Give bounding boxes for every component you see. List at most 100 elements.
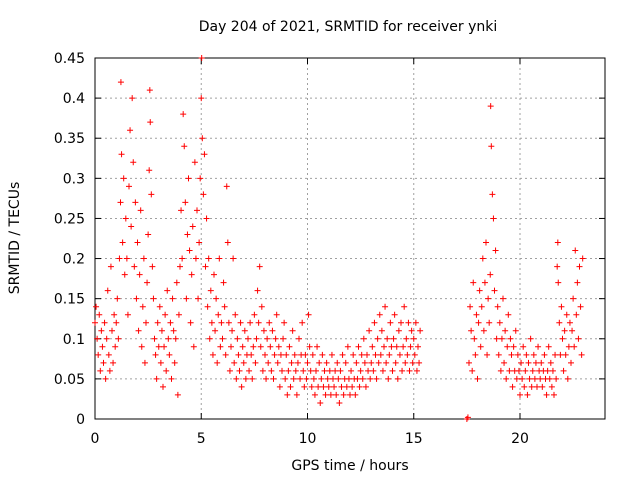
- data-point: [179, 255, 186, 262]
- data-point: [254, 287, 261, 294]
- data-point: [396, 351, 403, 358]
- data-point: [480, 327, 487, 334]
- data-point: [102, 375, 109, 382]
- data-point: [139, 303, 146, 310]
- data-point: [554, 239, 561, 246]
- data-point: [209, 351, 216, 358]
- data-point: [537, 375, 544, 382]
- data-point: [321, 367, 328, 374]
- data-point: [356, 383, 363, 390]
- data-point: [307, 367, 314, 374]
- data-point: [290, 375, 297, 382]
- data-point: [275, 343, 282, 350]
- data-point: [184, 231, 191, 238]
- data-point: [322, 391, 329, 398]
- data-point: [489, 191, 496, 198]
- data-point: [352, 391, 359, 398]
- data-point: [525, 359, 532, 366]
- data-point: [303, 375, 310, 382]
- data-point: [572, 247, 579, 254]
- data-point: [164, 287, 171, 294]
- data-point: [95, 351, 102, 358]
- data-point: [344, 343, 351, 350]
- data-point: [160, 383, 166, 390]
- data-point: [110, 359, 117, 366]
- data-point: [573, 311, 580, 318]
- data-point: [127, 127, 134, 134]
- data-point: [293, 391, 300, 398]
- data-point: [228, 343, 234, 350]
- data-point: [523, 351, 530, 358]
- data-point: [262, 351, 268, 358]
- data-point: [147, 119, 154, 126]
- data-point: [105, 351, 112, 358]
- data-point: [311, 391, 318, 398]
- data-point: [551, 391, 557, 398]
- data-point: [574, 279, 581, 286]
- data-point: [124, 311, 131, 318]
- data-point: [242, 375, 249, 382]
- data-point: [502, 327, 509, 334]
- data-point: [180, 111, 187, 118]
- data-point: [161, 343, 168, 350]
- data-point: [501, 359, 508, 366]
- y-axis-label: SRMTID / TECUs: [7, 182, 23, 295]
- data-point: [291, 351, 298, 358]
- data-point: [576, 263, 583, 270]
- data-point: [174, 391, 181, 398]
- data-point: [223, 183, 230, 190]
- data-point: [248, 351, 255, 358]
- data-point: [106, 367, 113, 374]
- data-point: [386, 351, 393, 358]
- data-point: [358, 351, 365, 358]
- data-point: [192, 255, 199, 262]
- data-point: [375, 359, 382, 366]
- data-point: [570, 295, 577, 302]
- data-point: [202, 263, 209, 270]
- data-point: [178, 207, 185, 214]
- data-point: [134, 239, 141, 246]
- data-point: [135, 327, 142, 334]
- data-point: [144, 279, 151, 286]
- data-point: [297, 375, 304, 382]
- data-point: [281, 319, 288, 326]
- data-point: [317, 399, 324, 406]
- data-point: [233, 375, 240, 382]
- y-tick-label: 0.3: [63, 171, 85, 187]
- data-point: [294, 359, 301, 366]
- data-point: [122, 215, 129, 222]
- data-point: [96, 311, 103, 318]
- data-point: [467, 303, 474, 310]
- data-point: [309, 351, 316, 358]
- data-point: [112, 343, 119, 350]
- data-point: [216, 255, 223, 262]
- data-point: [402, 359, 409, 366]
- data-point: [156, 303, 163, 310]
- plot-frame: [94, 57, 606, 420]
- data-point: [230, 255, 237, 262]
- data-point: [208, 319, 215, 326]
- data-point: [563, 311, 570, 318]
- data-point: [409, 359, 416, 366]
- data-point: [472, 351, 479, 358]
- x-tick-label: 15: [405, 431, 423, 447]
- data-point: [514, 351, 521, 358]
- data-point: [255, 319, 262, 326]
- data-point: [331, 383, 338, 390]
- data-point: [529, 367, 536, 374]
- data-point: [114, 295, 121, 302]
- data-point: [398, 319, 404, 326]
- data-point: [258, 303, 265, 310]
- data-point: [237, 319, 244, 326]
- data-point: [496, 319, 503, 326]
- data-point: [578, 351, 585, 358]
- data-point: [316, 359, 323, 366]
- data-point: [390, 335, 397, 342]
- data-point: [269, 327, 276, 334]
- data-point: [115, 335, 122, 342]
- data-point: [222, 351, 229, 358]
- data-point: [215, 311, 222, 318]
- data-point: [308, 383, 315, 390]
- data-point: [328, 351, 335, 358]
- data-point: [206, 335, 213, 342]
